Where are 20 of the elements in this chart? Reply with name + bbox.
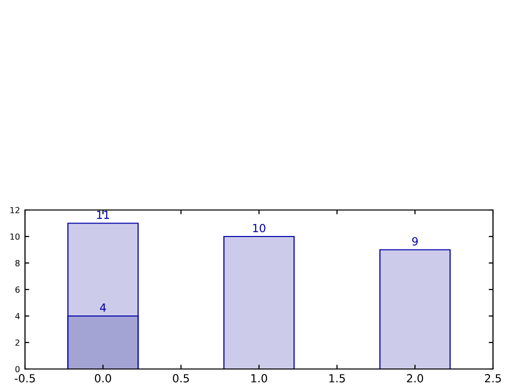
x-tick-label: 1.5	[329, 374, 345, 382]
y-tick-label: 12	[10, 206, 20, 214]
data-label: 9	[412, 237, 418, 246]
bar	[223, 236, 295, 369]
x-tick-label: 0.0	[94, 374, 112, 382]
x-tick-label: 0.5	[172, 374, 189, 382]
bar	[379, 249, 451, 369]
data-label: 4	[100, 304, 106, 312]
y-tick-label: 4	[15, 313, 20, 320]
y-tick-label: 0	[15, 366, 20, 372]
x-tick-label: 2.0	[406, 374, 424, 382]
y-tick-label: 2	[15, 339, 20, 346]
data-label: 10	[253, 224, 266, 232]
x-tick-label: 1.0	[251, 374, 268, 382]
y-tick-label: 8	[15, 260, 20, 266]
data-label: 11	[97, 210, 110, 219]
y-tick-label: 6	[15, 286, 20, 293]
x-tick-label: 2.5	[484, 374, 501, 382]
x-tick-label: -0.5	[14, 374, 35, 382]
y-tick-label: 10	[10, 233, 20, 240]
